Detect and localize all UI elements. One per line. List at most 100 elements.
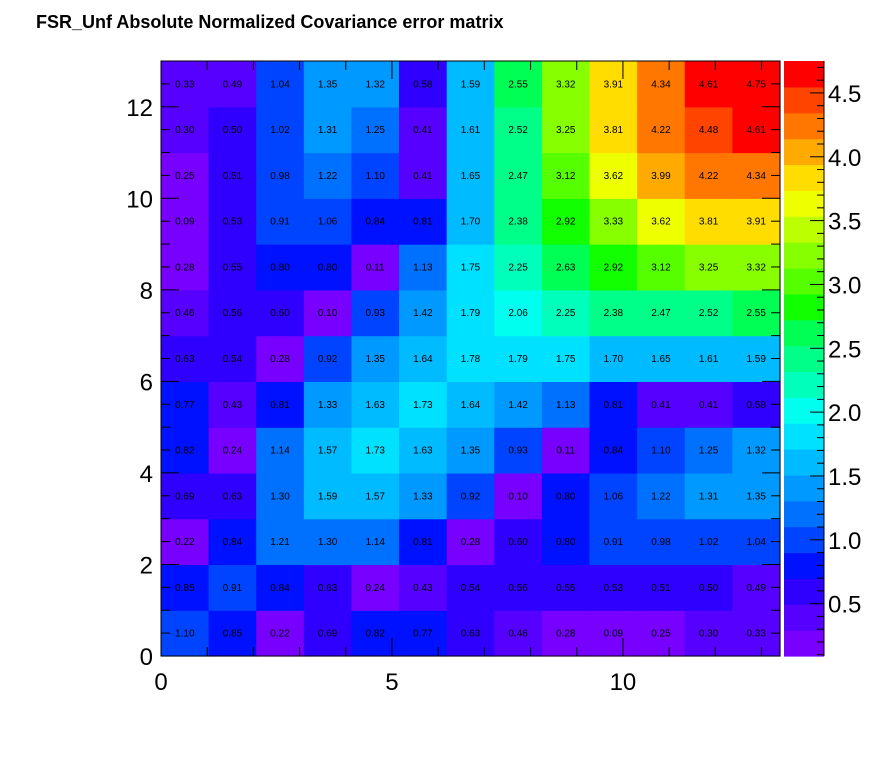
y-tick-label: 2 — [140, 552, 153, 579]
heatmap-cell — [256, 152, 305, 199]
colorbar-segment — [784, 293, 824, 321]
cell-value-label: 0.63 — [175, 354, 195, 365]
cell-value-label: 0.50 — [699, 583, 719, 594]
y-tick-label: 8 — [140, 278, 153, 305]
heatmap-cell — [208, 152, 257, 199]
cell-value-label: 0.77 — [413, 629, 433, 640]
heatmap-cell — [446, 610, 495, 657]
heatmap-cell — [684, 61, 733, 108]
cell-value-label: 0.84 — [270, 583, 290, 594]
cell-value-label: 3.62 — [651, 217, 671, 228]
cell-value-label: 0.58 — [746, 400, 766, 411]
heatmap-cell — [494, 289, 543, 337]
plot-axes: 0 5 10 0 2 4 6 8 10 12 — [126, 60, 781, 696]
cell-value-label: 0.85 — [175, 583, 195, 594]
cell-value-label: 0.46 — [175, 308, 195, 319]
cell-value-label: 1.73 — [366, 446, 386, 457]
heatmap-cell — [446, 198, 495, 245]
x-tick-label: 5 — [385, 669, 398, 696]
cell-value-label: 2.55 — [746, 308, 766, 319]
heatmap-cell — [303, 610, 353, 657]
heatmap-cell — [256, 472, 305, 520]
heatmap-cell — [351, 427, 400, 474]
cell-value-label: 1.13 — [556, 400, 576, 411]
cell-value-label: 1.33 — [318, 400, 338, 411]
heatmap-cell — [494, 152, 543, 199]
heatmap-cell — [637, 61, 686, 108]
colorbar-segment — [784, 449, 824, 476]
cell-value-label: 3.81 — [699, 217, 719, 228]
colorbar-segment — [784, 371, 824, 398]
cell-value-label: 1.32 — [746, 446, 766, 457]
y-tick-label: 0 — [140, 644, 153, 671]
cell-value-label: 0.69 — [318, 629, 338, 640]
colorbar-segment — [784, 61, 824, 88]
cell-value-label: 3.62 — [604, 171, 624, 182]
colorbar-tick-label: 4.5 — [828, 81, 861, 108]
cell-value-label: 1.22 — [651, 491, 671, 502]
cell-value-label: 1.57 — [318, 446, 338, 457]
heatmap-cell — [208, 198, 257, 245]
heatmap-cell — [494, 198, 543, 245]
cell-value-label: 0.81 — [604, 400, 624, 411]
heatmap-cell — [589, 610, 638, 657]
heatmap-cell — [446, 472, 495, 520]
heatmap-cell — [399, 610, 448, 657]
cell-value-label: 1.22 — [318, 171, 338, 182]
heatmap-cell — [399, 198, 448, 245]
cell-value-label: 0.93 — [366, 308, 386, 319]
cell-value-label: 0.25 — [651, 629, 671, 640]
heatmap-cell — [684, 289, 733, 337]
cell-value-label: 0.91 — [270, 217, 290, 228]
heatmap-cell — [256, 564, 305, 611]
heatmap-cell — [637, 152, 686, 199]
cell-value-label: 1.42 — [508, 400, 528, 411]
heatmap-cell — [256, 610, 305, 657]
cell-value-label: 0.33 — [746, 629, 766, 640]
cell-value-label: 3.32 — [556, 79, 576, 90]
heatmap-cell — [541, 381, 591, 428]
cell-value-label: 0.98 — [270, 171, 290, 182]
cell-value-label: 3.12 — [651, 262, 671, 273]
cell-value-label: 0.56 — [223, 308, 243, 319]
heatmap-cell — [684, 472, 733, 520]
cell-value-label: 0.10 — [508, 491, 528, 502]
heatmap-cell — [637, 106, 686, 154]
heatmap-cell — [208, 427, 257, 474]
heatmap-cell — [446, 289, 495, 337]
cell-value-label: 1.57 — [366, 491, 386, 502]
heatmap-cell — [446, 106, 495, 154]
heatmap-cell — [256, 106, 305, 154]
cell-value-label: 1.04 — [270, 79, 290, 90]
cell-value-label: 4.22 — [651, 125, 671, 136]
heatmap-cell — [637, 518, 686, 566]
cell-value-label: 1.30 — [318, 537, 338, 548]
heatmap-cell — [351, 335, 400, 382]
cell-value-label: 0.49 — [223, 79, 243, 90]
cell-value-label: 2.47 — [651, 308, 671, 319]
heatmap-cell — [541, 472, 591, 520]
heatmap-cell — [351, 472, 400, 520]
cell-value-label: 0.41 — [413, 171, 433, 182]
cell-value-label: 2.92 — [556, 217, 576, 228]
cell-value-label: 1.78 — [461, 354, 481, 365]
cell-value-label: 2.25 — [556, 308, 576, 319]
cell-value-label: 1.32 — [366, 79, 386, 90]
cell-value-label: 1.10 — [651, 446, 671, 457]
heatmap-cell — [541, 564, 591, 611]
heatmap-cell — [684, 564, 733, 611]
cell-value-label: 0.33 — [175, 79, 195, 90]
heatmap-cell — [351, 198, 400, 245]
cell-value-label: 1.25 — [366, 125, 386, 136]
cell-value-label: 2.38 — [604, 308, 624, 319]
cell-value-label: 0.63 — [461, 629, 481, 640]
heatmap-cell — [399, 427, 448, 474]
cell-value-label: 0.81 — [413, 537, 433, 548]
heatmap-cell — [541, 244, 591, 291]
heatmap-cell — [637, 244, 686, 291]
heatmap-cell — [494, 427, 543, 474]
heatmap-cell — [351, 381, 400, 428]
cell-value-label: 0.41 — [651, 400, 671, 411]
heatmap-cell — [208, 518, 257, 566]
cell-value-label: 0.28 — [556, 629, 576, 640]
